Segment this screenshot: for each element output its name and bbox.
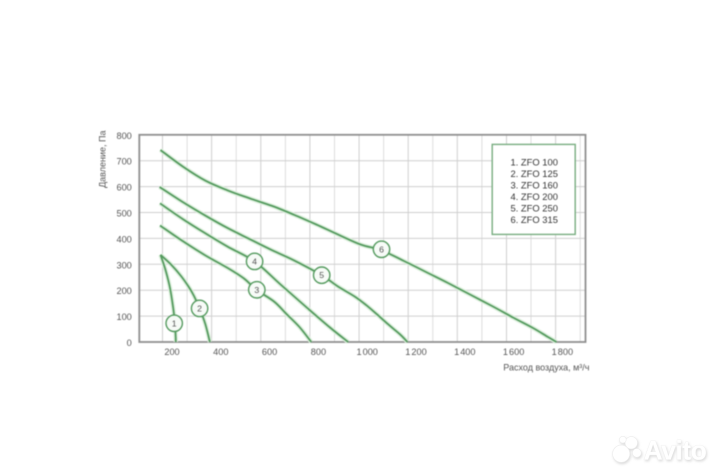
svg-text:600: 600 [116,183,131,193]
svg-text:Давление, Па: Давление, Па [98,130,108,187]
svg-text:Avito: Avito [644,436,707,466]
svg-text:2. ZFO 125: 2. ZFO 125 [511,168,558,179]
svg-text:1000: 1000 [356,347,377,357]
svg-text:Расход воздуха, м³/ч: Расход воздуха, м³/ч [503,363,590,373]
svg-text:500: 500 [116,209,131,219]
svg-text:5: 5 [319,270,324,280]
svg-text:1: 1 [172,318,177,328]
svg-text:5. ZFO 250: 5. ZFO 250 [511,203,558,214]
svg-text:3: 3 [254,285,259,295]
svg-text:200: 200 [164,347,179,357]
svg-text:6: 6 [379,244,384,254]
svg-text:1600: 1600 [503,347,524,357]
svg-text:1200: 1200 [405,347,426,357]
svg-text:700: 700 [116,157,131,167]
svg-text:300: 300 [116,260,131,270]
svg-text:600: 600 [262,347,277,357]
svg-text:400: 400 [116,234,131,244]
svg-text:400: 400 [213,347,228,357]
svg-text:4. ZFO 200: 4. ZFO 200 [511,191,558,202]
svg-text:200: 200 [116,286,131,296]
svg-text:800: 800 [116,131,131,141]
svg-text:1400: 1400 [454,347,475,357]
svg-text:2: 2 [197,303,202,313]
svg-text:1800: 1800 [552,347,573,357]
svg-text:100: 100 [116,312,131,322]
svg-text:1. ZFO 100: 1. ZFO 100 [511,156,558,167]
svg-text:4: 4 [252,256,257,266]
svg-text:6. ZFO 315: 6. ZFO 315 [511,214,558,225]
svg-text:3. ZFO 160: 3. ZFO 160 [511,179,558,190]
svg-text:0: 0 [127,338,132,348]
svg-text:800: 800 [311,347,326,357]
